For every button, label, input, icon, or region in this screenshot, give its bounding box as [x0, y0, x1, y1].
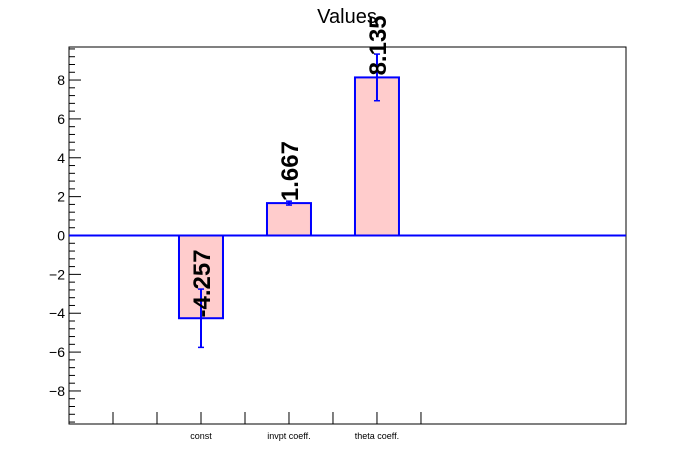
error-bars	[197, 53, 380, 349]
bar-value-label: 8.135	[365, 15, 392, 75]
y-tick-label: 0	[57, 228, 65, 244]
y-tick-label: −8	[49, 383, 65, 399]
y-tick-label: −4	[49, 305, 65, 321]
bar-value-label: 1.667	[277, 141, 304, 201]
y-tick-label: −2	[49, 266, 65, 282]
y-tick-label: 8	[57, 72, 65, 88]
x-axis: const invpt coeff. theta coeff.	[112, 412, 422, 441]
y-tick-label: −6	[49, 344, 65, 360]
y-tick-label: 4	[57, 150, 65, 166]
x-category-label: theta coeff.	[355, 431, 399, 441]
chart-title: Values	[317, 6, 377, 28]
y-tick-label: 6	[57, 111, 65, 127]
data-labels: -4.257 1.667 8.135	[189, 15, 392, 317]
x-category-label: const	[190, 431, 212, 441]
y-axis: −8 −6 −4 −2 0 2 4 6 8	[49, 48, 81, 423]
x-category-label: invpt coeff.	[267, 431, 310, 441]
bar-value-label: -4.257	[189, 249, 216, 317]
bar	[265, 202, 312, 237]
bar	[353, 76, 400, 237]
y-tick-label: 2	[57, 189, 65, 205]
